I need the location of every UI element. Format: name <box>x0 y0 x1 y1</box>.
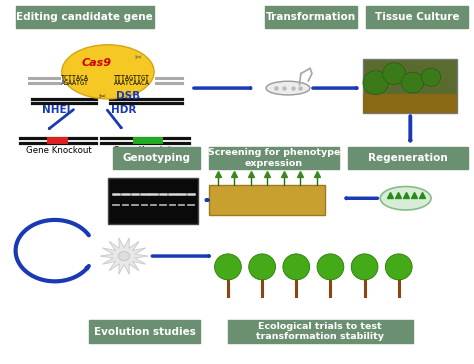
Text: Editing candidate gene: Editing candidate gene <box>17 12 153 22</box>
FancyBboxPatch shape <box>363 94 457 113</box>
Text: ✂: ✂ <box>135 53 141 62</box>
Text: DSB: DSB <box>116 91 140 101</box>
Ellipse shape <box>380 186 431 210</box>
Text: Tissue Culture: Tissue Culture <box>375 12 459 22</box>
FancyBboxPatch shape <box>265 6 357 28</box>
Ellipse shape <box>351 254 378 280</box>
Text: Regeneration: Regeneration <box>368 153 448 163</box>
Text: Ecological trials to test
transformation stability: Ecological trials to test transformation… <box>256 322 384 341</box>
Ellipse shape <box>385 254 412 280</box>
Text: NHEJ: NHEJ <box>42 105 71 115</box>
Text: Evolution studies: Evolution studies <box>94 327 196 337</box>
FancyBboxPatch shape <box>348 147 468 169</box>
Ellipse shape <box>383 63 406 84</box>
Ellipse shape <box>62 45 154 99</box>
Polygon shape <box>100 238 148 274</box>
FancyBboxPatch shape <box>16 6 154 28</box>
FancyBboxPatch shape <box>112 147 200 169</box>
Text: AGAATGT: AGAATGT <box>61 80 89 86</box>
Text: Cas9: Cas9 <box>82 58 111 68</box>
Ellipse shape <box>317 254 344 280</box>
Text: HDR: HDR <box>111 105 137 115</box>
Ellipse shape <box>118 252 130 261</box>
FancyBboxPatch shape <box>363 59 457 113</box>
Text: Screening for phenotype
expression: Screening for phenotype expression <box>208 149 340 168</box>
Ellipse shape <box>363 71 388 95</box>
Text: Genotyping: Genotyping <box>122 153 191 163</box>
Ellipse shape <box>283 254 310 280</box>
Text: Gene Knockout: Gene Knockout <box>26 146 91 155</box>
Text: TTTAGTTGT: TTTAGTTGT <box>113 75 149 81</box>
Ellipse shape <box>266 81 310 95</box>
FancyBboxPatch shape <box>210 185 325 215</box>
Ellipse shape <box>421 68 441 86</box>
Ellipse shape <box>215 254 241 280</box>
FancyBboxPatch shape <box>108 178 198 223</box>
Text: Gene Knock-in: Gene Knock-in <box>113 146 176 155</box>
Text: TCTTACA: TCTTACA <box>61 75 89 81</box>
FancyBboxPatch shape <box>228 320 412 343</box>
Ellipse shape <box>249 254 275 280</box>
FancyBboxPatch shape <box>366 6 468 28</box>
Ellipse shape <box>401 72 424 93</box>
FancyBboxPatch shape <box>90 320 200 343</box>
Text: AAATCAACA: AAATCAACA <box>113 80 149 86</box>
Text: Transformation: Transformation <box>266 12 356 22</box>
FancyBboxPatch shape <box>210 147 339 169</box>
Text: ✂: ✂ <box>99 92 105 101</box>
